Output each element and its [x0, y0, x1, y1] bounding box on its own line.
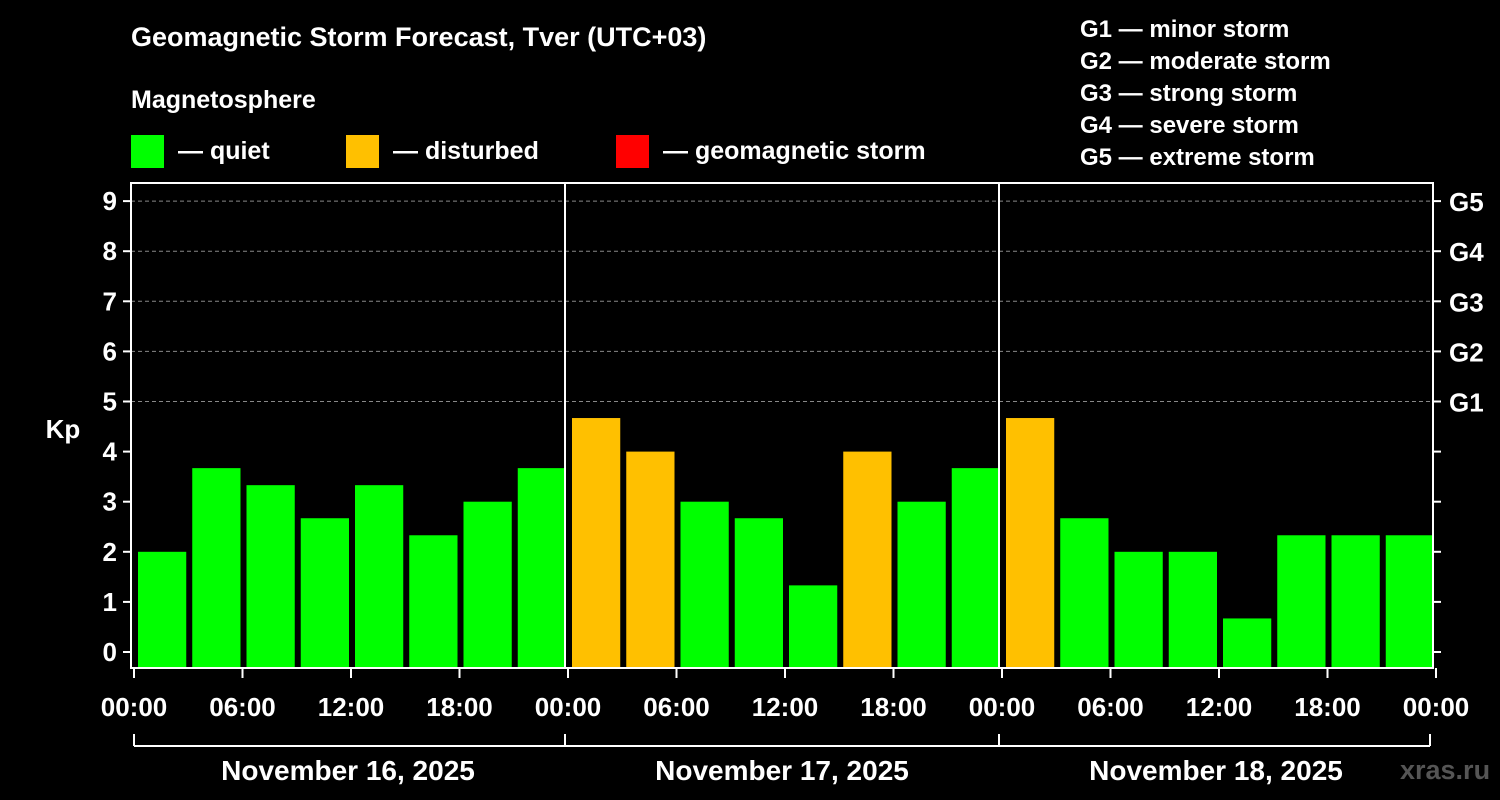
bar-17: [1060, 518, 1109, 668]
bar-6: [463, 501, 512, 668]
day-label-2: November 18, 2025: [1089, 755, 1343, 786]
x-tick-label-8: 00:00: [969, 692, 1036, 722]
g-scale-label-g3: G3: [1449, 287, 1484, 317]
bar-4: [355, 485, 404, 668]
x-tick-label-5: 06:00: [643, 692, 710, 722]
x-tick-label-6: 12:00: [752, 692, 819, 722]
bar-21: [1277, 535, 1326, 668]
g-scale-label-g4: G4: [1449, 237, 1484, 267]
storm-scale-g2: G2 — moderate storm: [1080, 48, 1331, 75]
bar-1: [192, 468, 241, 668]
x-tick-label-4: 00:00: [535, 692, 602, 722]
storm-scale-g3: G3 — strong storm: [1080, 80, 1298, 107]
y-tick-label-4: 4: [103, 437, 118, 467]
legend-item-quiet: — quiet: [131, 134, 270, 168]
bar-19: [1168, 551, 1217, 668]
bar-23: [1385, 535, 1434, 668]
bar-5: [409, 535, 458, 668]
legend-item-storm: — geomagnetic storm: [616, 134, 926, 168]
bar-15: [951, 468, 1000, 668]
bar-16: [1006, 418, 1055, 668]
bar-2: [246, 485, 295, 668]
day-label-1: November 17, 2025: [655, 755, 909, 786]
g-scale-label-g2: G2: [1449, 337, 1484, 367]
x-tick-label-0: 00:00: [101, 692, 168, 722]
y-axis-label: Kp: [46, 414, 81, 444]
y-tick-label-3: 3: [103, 487, 117, 517]
x-tick-label-9: 06:00: [1077, 692, 1144, 722]
legend-label-quiet: — quiet: [178, 136, 270, 165]
day-label-0: November 16, 2025: [221, 755, 475, 786]
x-tick-label-11: 18:00: [1294, 692, 1361, 722]
chart-title: Geomagnetic Storm Forecast, Tver (UTC+03…: [131, 22, 707, 52]
bar-12: [789, 585, 838, 668]
bar-0: [138, 551, 187, 668]
x-tick-label-10: 12:00: [1186, 692, 1253, 722]
legend-swatch-quiet: [131, 134, 164, 168]
y-tick-label-6: 6: [103, 336, 117, 366]
bar-9: [626, 451, 675, 668]
y-tick-label-0: 0: [103, 637, 117, 667]
watermark: xras.ru: [1400, 755, 1491, 785]
legend-item-disturbed: — disturbed: [346, 134, 539, 168]
plot-frame: [130, 182, 1434, 669]
bar-7: [517, 468, 566, 668]
bar-3: [300, 518, 349, 668]
legend-label-disturbed: — disturbed: [393, 136, 539, 165]
storm-scale-g1: G1 — minor storm: [1080, 16, 1290, 43]
legend-swatch-storm: [616, 134, 649, 168]
y-tick-label-9: 9: [103, 186, 117, 216]
y-tick-label-5: 5: [103, 387, 117, 417]
bar-8: [572, 418, 621, 668]
y-tick-label-1: 1: [103, 587, 117, 617]
legend-swatch-disturbed: [346, 134, 379, 168]
storm-scale-g5: G5 — extreme storm: [1080, 144, 1315, 171]
bar-11: [734, 518, 783, 668]
storm-scale-g4: G4 — severe storm: [1080, 112, 1299, 139]
bar-14: [897, 501, 946, 668]
x-tick-label-12: 00:00: [1403, 692, 1470, 722]
g-scale-label-g5: G5: [1449, 187, 1484, 217]
legend-title: Magnetosphere: [131, 86, 316, 114]
g-scale-label-g1: G1: [1449, 388, 1484, 418]
y-tick-label-7: 7: [103, 286, 117, 316]
y-tick-label-2: 2: [103, 537, 117, 567]
x-tick-label-1: 06:00: [209, 692, 276, 722]
y-tick-label-8: 8: [103, 236, 117, 266]
bar-22: [1331, 535, 1380, 668]
x-tick-label-2: 12:00: [318, 692, 385, 722]
x-tick-label-7: 18:00: [860, 692, 927, 722]
bar-20: [1223, 618, 1272, 668]
storm-scale-legend: G1 — minor storm G2 — moderate storm G3 …: [1080, 14, 1331, 174]
bar-10: [680, 501, 729, 668]
legend-label-storm: — geomagnetic storm: [663, 136, 926, 165]
bar-13: [843, 451, 892, 668]
x-tick-label-3: 18:00: [426, 692, 493, 722]
bar-18: [1114, 551, 1163, 668]
